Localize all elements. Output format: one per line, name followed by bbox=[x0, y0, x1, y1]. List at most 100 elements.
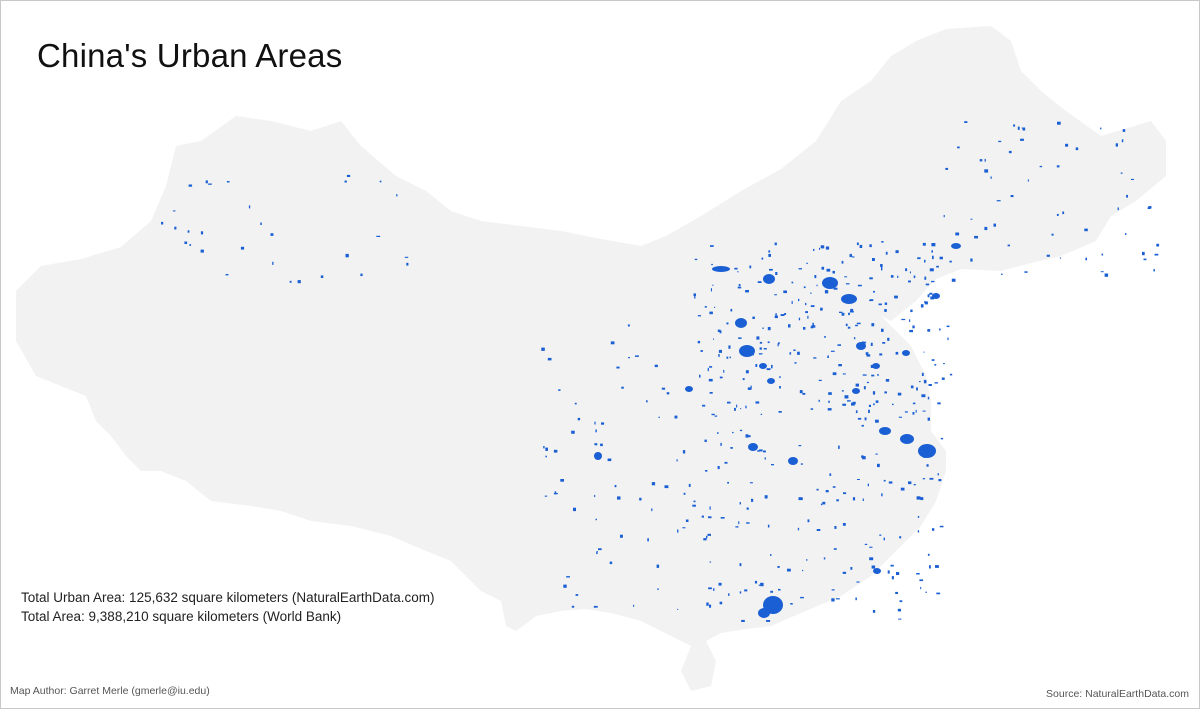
urban-speck bbox=[1056, 165, 1060, 168]
urban-speck bbox=[929, 268, 934, 272]
urban-speck bbox=[927, 396, 930, 400]
urban-speck bbox=[225, 274, 229, 276]
urban-speck bbox=[188, 184, 193, 187]
urban-speck bbox=[594, 494, 596, 498]
urban-speck bbox=[654, 364, 658, 368]
urban-speck bbox=[714, 415, 718, 417]
urban-speck bbox=[752, 316, 755, 319]
urban-speck bbox=[856, 581, 860, 583]
urban-speck bbox=[898, 416, 902, 418]
urban-speck bbox=[929, 292, 933, 295]
urban-speck bbox=[812, 322, 814, 326]
urban-speck bbox=[762, 327, 764, 329]
urban-speck bbox=[871, 565, 876, 569]
urban-cluster bbox=[951, 243, 961, 249]
urban-speck bbox=[810, 326, 814, 329]
urban-speck bbox=[788, 324, 791, 328]
urban-speck bbox=[768, 253, 771, 257]
urban-speck bbox=[727, 481, 729, 484]
urban-speck bbox=[763, 348, 767, 350]
urban-speck bbox=[915, 409, 917, 413]
urban-speck bbox=[921, 372, 924, 376]
urban-speck bbox=[912, 412, 915, 415]
urban-speck bbox=[1121, 139, 1124, 143]
urban-speck bbox=[289, 280, 292, 283]
urban-speck bbox=[866, 354, 871, 357]
urban-speck bbox=[912, 325, 915, 329]
urban-speck bbox=[779, 386, 781, 389]
urban-speck bbox=[851, 256, 855, 258]
urban-speck bbox=[1022, 127, 1026, 131]
urban-speck bbox=[724, 461, 728, 464]
urban-speck bbox=[883, 479, 886, 482]
urban-speck bbox=[544, 495, 548, 497]
urban-speck bbox=[553, 493, 558, 495]
urban-speck bbox=[890, 275, 894, 278]
urban-speck bbox=[939, 256, 943, 260]
urban-speck bbox=[1057, 121, 1061, 125]
urban-speck bbox=[711, 413, 715, 416]
urban-speck bbox=[766, 368, 771, 371]
urban-speck bbox=[1142, 251, 1145, 256]
urban-speck bbox=[929, 565, 931, 569]
urban-speck bbox=[970, 218, 973, 220]
urban-speck bbox=[598, 548, 602, 551]
urban-speck bbox=[842, 571, 847, 574]
urban-speck bbox=[646, 400, 648, 403]
urban-speck bbox=[872, 610, 876, 613]
urban-speck bbox=[949, 373, 953, 376]
urban-speck bbox=[894, 295, 898, 299]
urban-speck bbox=[694, 295, 696, 299]
urban-speck bbox=[927, 329, 931, 332]
urban-speck bbox=[873, 290, 875, 293]
urban-speck bbox=[766, 620, 771, 622]
urban-speck bbox=[984, 169, 989, 173]
urban-speck bbox=[921, 394, 926, 398]
urban-speck bbox=[848, 312, 850, 316]
urban-speck bbox=[868, 404, 871, 407]
urban-speck bbox=[778, 411, 782, 413]
urban-speck bbox=[692, 504, 696, 507]
urban-speck bbox=[939, 328, 941, 331]
urban-speck bbox=[739, 502, 741, 505]
urban-speck bbox=[865, 352, 869, 355]
urban-speck bbox=[932, 255, 934, 260]
urban-speck bbox=[651, 508, 653, 512]
urban-speck bbox=[759, 341, 763, 344]
urban-speck bbox=[1131, 178, 1134, 180]
urban-speck bbox=[344, 180, 347, 183]
urban-speck bbox=[697, 340, 701, 344]
urban-speck bbox=[545, 447, 548, 451]
urban-speck bbox=[757, 281, 762, 283]
urban-speck bbox=[749, 265, 752, 269]
urban-speck bbox=[800, 596, 804, 599]
urban-speck bbox=[818, 379, 822, 381]
urban-speck bbox=[810, 305, 815, 307]
urban-speck bbox=[708, 587, 712, 590]
urban-speck bbox=[694, 258, 698, 261]
urban-speck bbox=[974, 235, 978, 239]
urban-speck bbox=[747, 435, 751, 438]
urban-speck bbox=[931, 243, 936, 247]
urban-speck bbox=[825, 246, 830, 250]
urban-speck bbox=[1013, 124, 1016, 127]
urban-speck bbox=[755, 401, 760, 404]
urban-speck bbox=[770, 603, 773, 606]
urban-speck bbox=[941, 377, 945, 380]
urban-speck bbox=[1085, 257, 1087, 261]
urban-speck bbox=[726, 322, 729, 325]
urban-speck bbox=[174, 226, 177, 230]
urban-speck bbox=[949, 260, 952, 263]
urban-speck bbox=[947, 337, 949, 340]
urban-speck bbox=[852, 497, 856, 501]
urban-speck bbox=[926, 464, 929, 467]
urban-speck bbox=[882, 342, 886, 344]
urban-speck bbox=[756, 336, 760, 340]
urban-speck bbox=[708, 378, 713, 382]
urban-speck bbox=[738, 337, 742, 339]
urban-speck bbox=[847, 326, 851, 329]
urban-speck bbox=[720, 376, 723, 379]
urban-speck bbox=[879, 534, 882, 536]
urban-speck bbox=[869, 300, 873, 302]
urban-speck bbox=[869, 546, 873, 548]
